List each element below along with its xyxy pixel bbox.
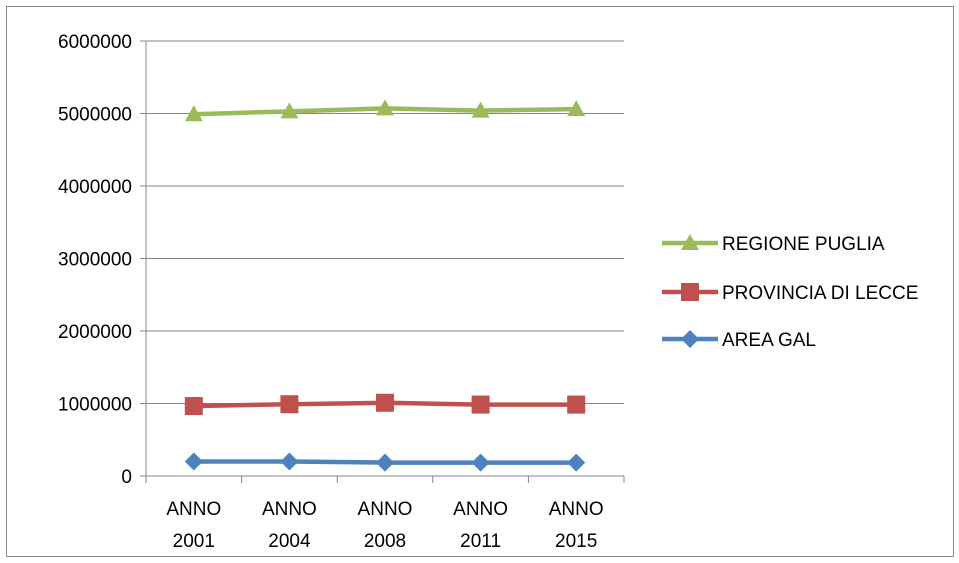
gridlines — [146, 40, 624, 404]
data-point — [184, 397, 203, 416]
data-point — [184, 452, 203, 471]
y-tick-label: 4000000 — [58, 177, 132, 198]
data-point — [376, 453, 394, 472]
data-point — [280, 452, 299, 471]
y-tick-label: 2000000 — [58, 322, 132, 343]
series-lines — [184, 99, 586, 472]
y-tick-label: 1000000 — [58, 395, 132, 416]
data-point — [567, 100, 586, 117]
legend-marker — [681, 283, 699, 301]
legend-label: PROVINCIA DI LECCE — [722, 283, 918, 304]
data-point — [471, 453, 490, 472]
x-tick-label: ANNO 2001 — [166, 499, 221, 552]
y-tick-label: 5000000 — [58, 105, 132, 126]
data-point — [376, 393, 394, 412]
data-point — [376, 99, 394, 116]
data-point — [471, 395, 490, 414]
series-provincia-di-lecce — [184, 393, 586, 416]
legend-item: REGIONE PUGLIA — [662, 234, 885, 255]
series-regione-puglia — [184, 99, 586, 122]
series-area-gal — [184, 452, 586, 472]
axes — [140, 40, 625, 483]
x-tick-label: ANNO 2011 — [453, 499, 508, 552]
y-tick-label: 3000000 — [58, 250, 132, 271]
data-point — [280, 102, 299, 119]
legend-marker — [681, 234, 699, 250]
x-tick-label: ANNO 2008 — [358, 499, 413, 552]
x-tick-label: ANNO 2015 — [549, 499, 604, 552]
y-axis-tick-labels: 0 1000000 2000000 3000000 4000000 5000000 6000… — [58, 32, 132, 488]
data-point — [184, 105, 203, 122]
legend: REGIONE PUGLIA PROVINCIA DI LECCE AREA GAL — [662, 234, 918, 351]
y-tick-label: 6000000 — [58, 32, 132, 53]
data-point — [280, 395, 299, 414]
data-point — [567, 453, 586, 472]
data-point — [567, 395, 586, 414]
legend-label: REGIONE PUGLIA — [722, 234, 885, 255]
legend-item: AREA GAL — [662, 330, 816, 351]
data-point — [471, 101, 490, 118]
legend-item: PROVINCIA DI LECCE — [662, 283, 918, 304]
legend-label: AREA GAL — [722, 330, 816, 351]
legend-marker — [681, 330, 699, 348]
y-tick-label: 0 — [121, 467, 132, 488]
x-axis-tick-labels: ANNO 2001 ANNO 2004 ANNO 2008 ANNO 2011 ANNO 2015 — [166, 499, 603, 552]
x-tick-label: ANNO 2004 — [262, 499, 317, 552]
